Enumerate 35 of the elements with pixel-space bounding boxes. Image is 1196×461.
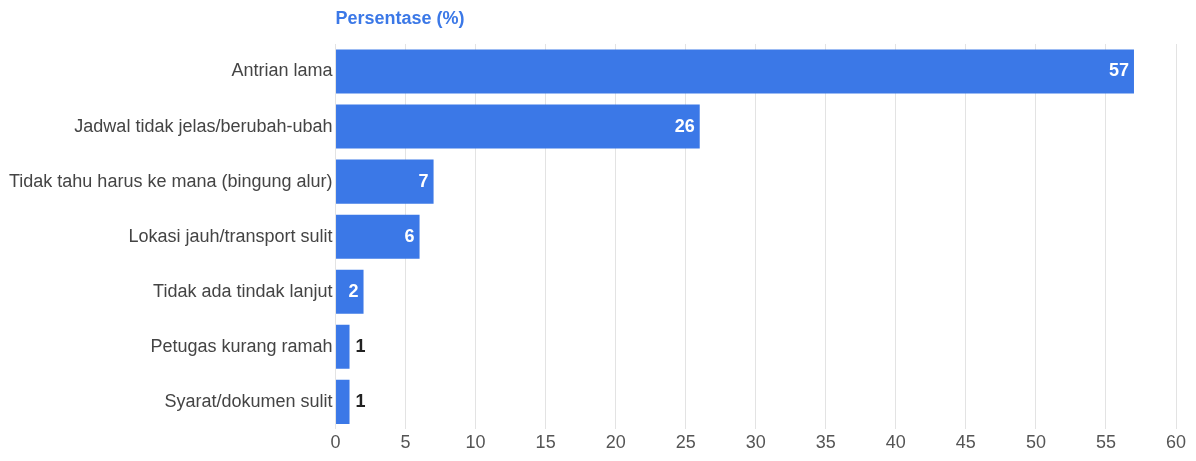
bar [336,214,420,259]
data-label: 2 [348,280,359,301]
bar [336,324,350,369]
bar [336,49,1134,94]
data-label: 7 [418,170,429,191]
x-tick-label: 20 [605,432,626,453]
y-tick-label: Tidak tahu harus ke mana (bingung alur) [8,170,333,191]
bar [336,379,350,424]
x-tick-label: 35 [815,432,836,453]
y-tick-label: Lokasi jauh/transport sulit [128,225,333,246]
bar [336,159,434,204]
y-tick-label: Syarat/dokumen sulit [164,390,333,411]
x-tick-label: 45 [955,432,976,453]
bar [336,104,700,149]
x-tick-label: 40 [885,432,906,453]
x-tick-label: 5 [400,432,411,453]
x-tick-label: 0 [330,432,341,453]
data-label: 26 [674,115,695,136]
y-tick-label: Petugas kurang ramah [150,335,333,356]
x-tick-label: 50 [1025,432,1046,453]
x-tick-label: 60 [1165,432,1187,453]
x-tick-label: 30 [745,432,766,453]
data-label: 57 [1108,60,1129,81]
x-tick-label: 25 [675,432,696,453]
x-tick-label: 55 [1095,432,1116,453]
y-tick-label: Antrian lama [231,60,334,81]
data-label: 1 [355,335,366,356]
chart-title: Persentase (%) [335,7,465,28]
x-tick-label: 15 [535,432,556,453]
x-tick-label: 10 [465,432,486,453]
data-label: 6 [404,225,415,246]
bar [336,269,364,314]
y-tick-label: Tidak ada tindak lanjut [153,280,333,301]
data-label: 1 [355,390,366,411]
y-tick-label: Jadwal tidak jelas/berubah-ubah [74,115,333,136]
